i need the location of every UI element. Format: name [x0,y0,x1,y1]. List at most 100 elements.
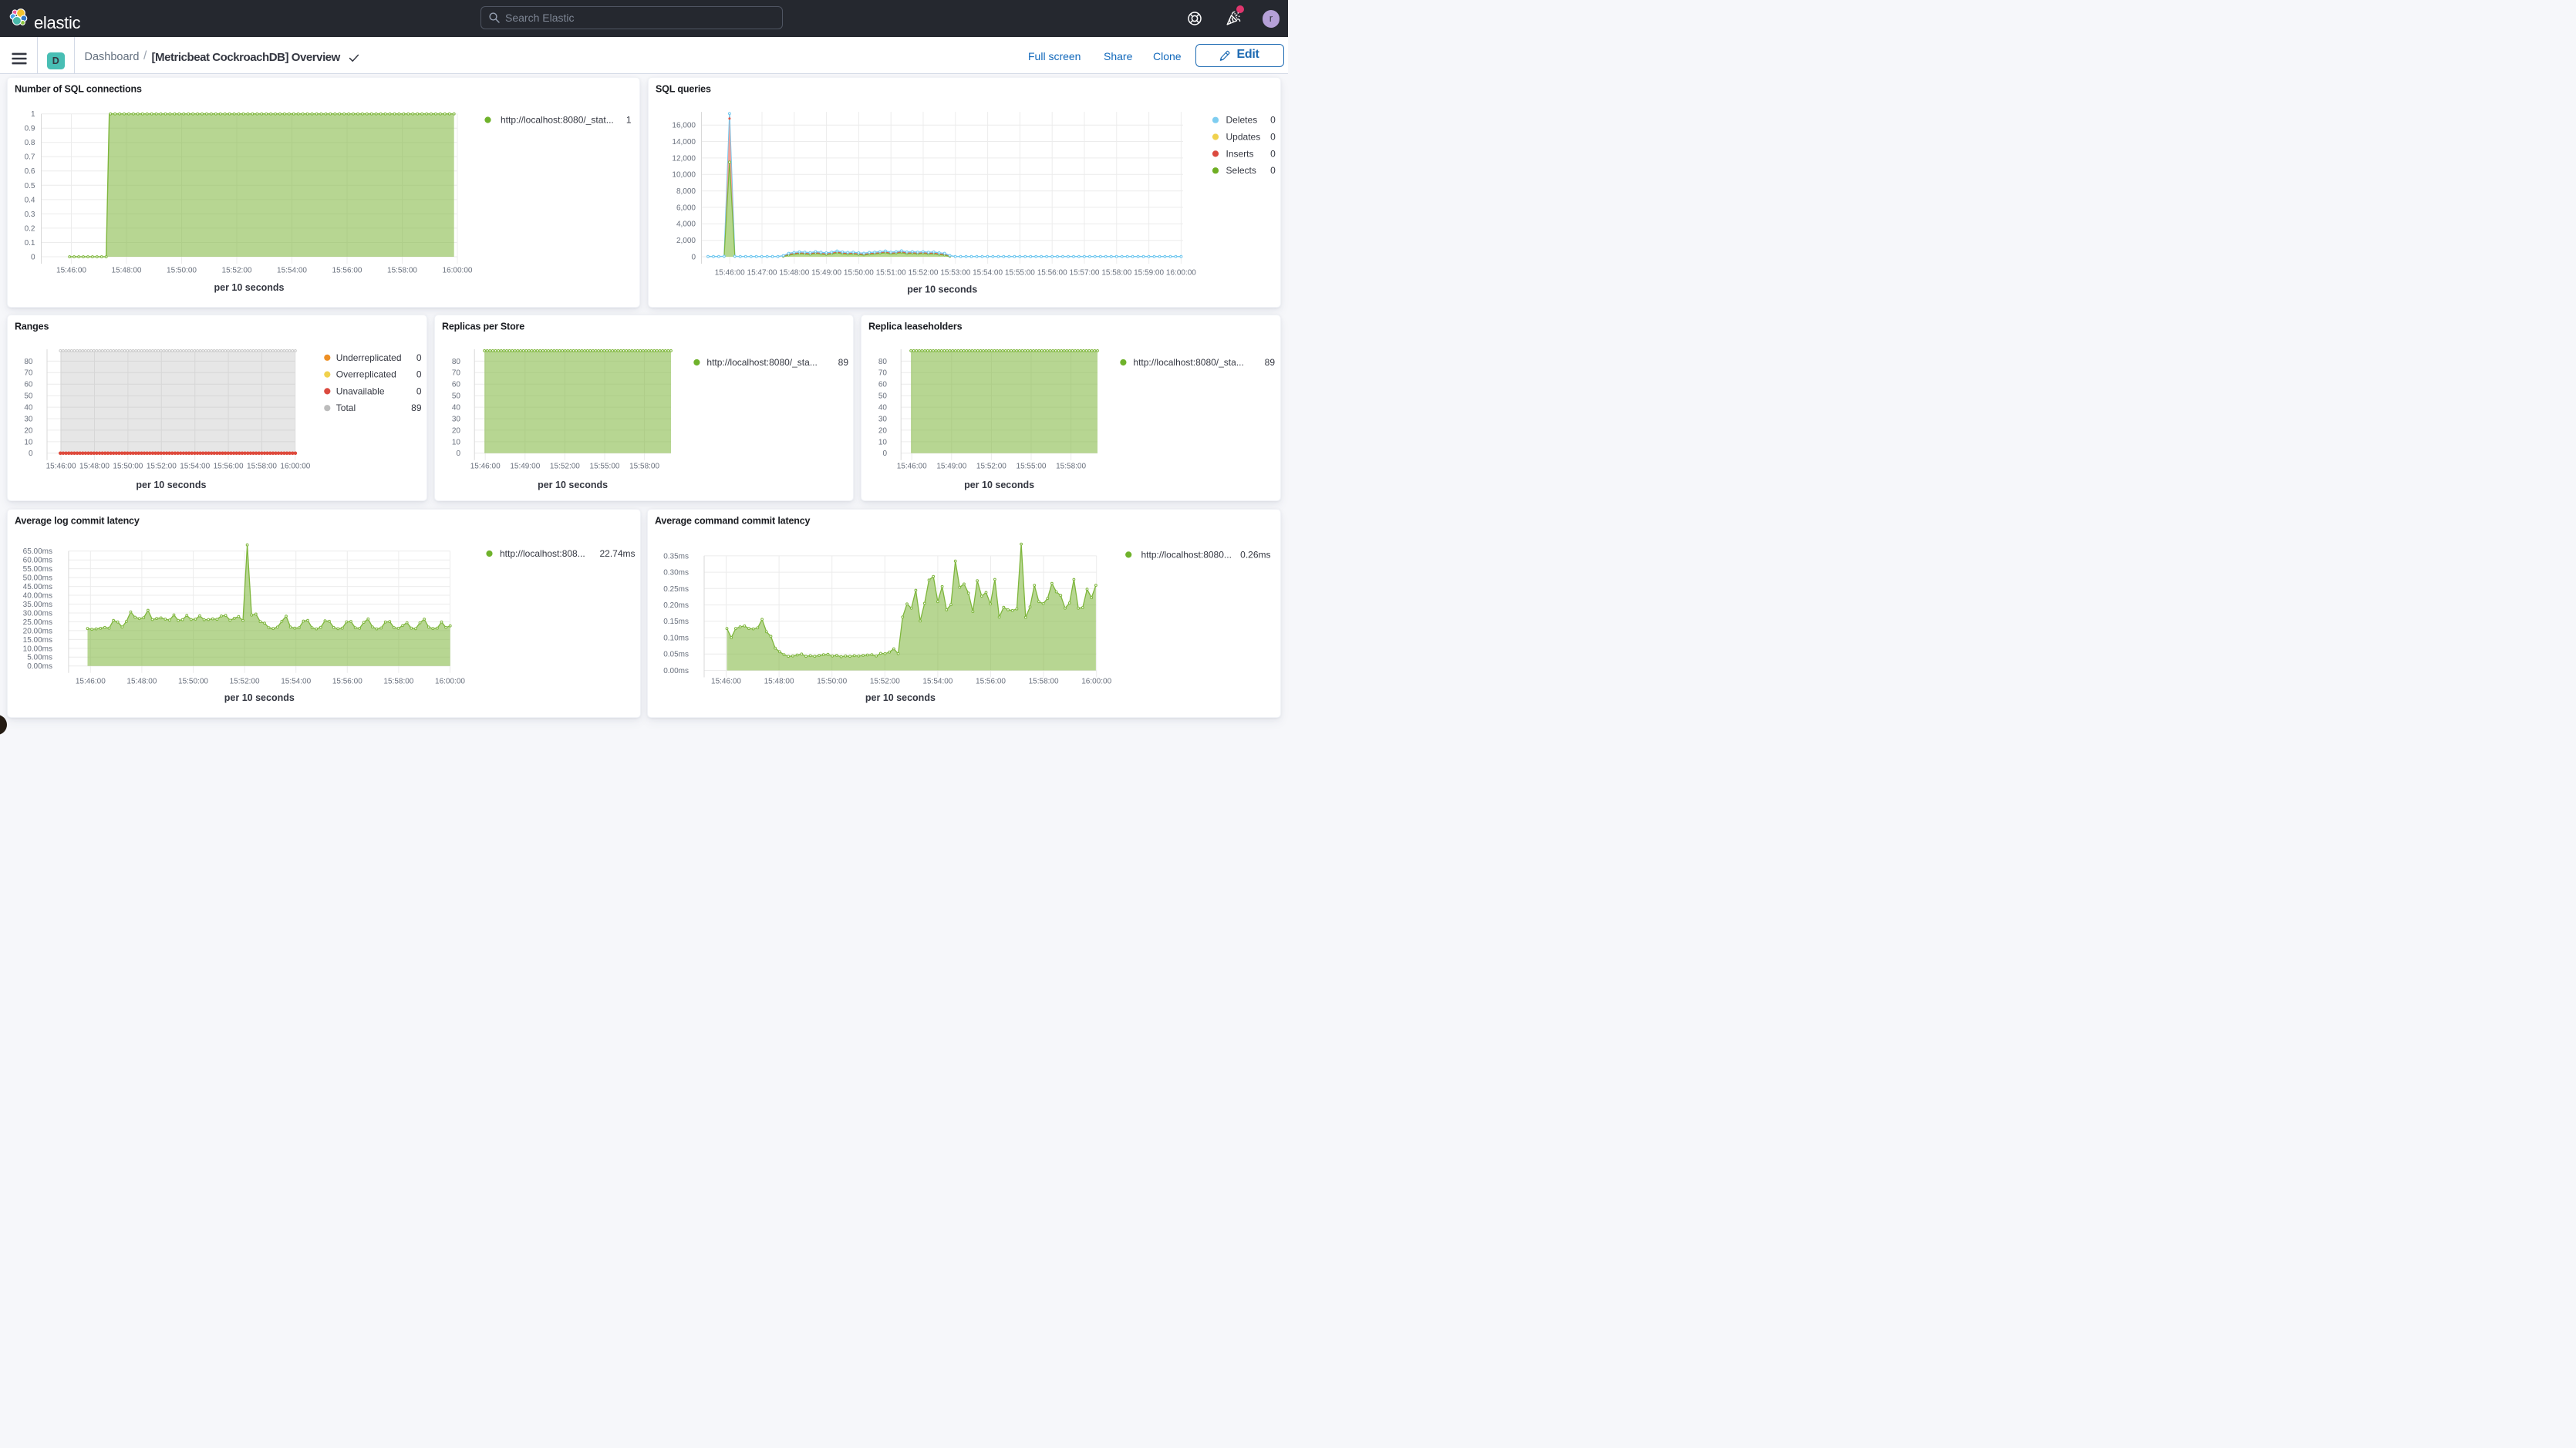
svg-text:Replica leaseholders: Replica leaseholders [868,321,963,332]
svg-text:15:48:00: 15:48:00 [111,266,141,274]
svg-text:0: 0 [1270,114,1276,125]
svg-text:16:00:00: 16:00:00 [435,677,465,685]
svg-text:15:52:00: 15:52:00 [549,462,579,470]
svg-text:0.20ms: 0.20ms [663,601,689,610]
svg-text:60: 60 [451,380,460,389]
svg-text:per 10 seconds: per 10 seconds [538,480,608,490]
svg-text:per 10 seconds: per 10 seconds [224,692,294,703]
svg-text:15:56:00: 15:56:00 [976,677,1006,685]
svg-text:20.00ms: 20.00ms [22,627,52,635]
svg-text:15.00ms: 15.00ms [22,636,52,645]
svg-text:25.00ms: 25.00ms [22,618,52,627]
svg-text:5.00ms: 5.00ms [27,654,52,662]
svg-text:80: 80 [451,357,460,365]
svg-text:4,000: 4,000 [676,220,695,228]
svg-text:1: 1 [625,114,631,125]
svg-text:0.00ms: 0.00ms [27,662,52,671]
svg-text:40: 40 [24,403,33,412]
svg-text:16:00:00: 16:00:00 [442,266,472,274]
svg-text:55.00ms: 55.00ms [22,565,52,574]
svg-text:8,000: 8,000 [676,187,695,196]
svg-text:0: 0 [30,253,35,261]
svg-text:15:51:00: 15:51:00 [875,268,905,277]
svg-text:89: 89 [411,402,422,413]
svg-text:15:52:00: 15:52:00 [146,462,176,470]
svg-text:15:52:00: 15:52:00 [221,266,251,274]
svg-text:15:52:00: 15:52:00 [869,677,899,685]
svg-text:40: 40 [451,403,460,412]
svg-text:0: 0 [1270,148,1276,159]
svg-text:0: 0 [416,369,421,379]
svg-text:16:00:00: 16:00:00 [1165,268,1195,277]
svg-text:20: 20 [24,426,33,435]
svg-text:0.6: 0.6 [24,167,35,176]
svg-text:15:56:00: 15:56:00 [332,677,362,685]
svg-text:30: 30 [24,415,33,423]
svg-text:Number of SQL connections: Number of SQL connections [15,83,142,94]
svg-text:15:46:00: 15:46:00 [75,677,105,685]
svg-text:0.35ms: 0.35ms [663,552,689,561]
svg-text:0.26ms: 0.26ms [1240,549,1270,560]
svg-text:http://localhost:808...: http://localhost:808... [500,548,585,559]
svg-text:20: 20 [451,426,460,435]
svg-text:15:57:00: 15:57:00 [1069,268,1099,277]
svg-text:50: 50 [24,392,33,400]
svg-text:http://localhost:8080/_sta...: http://localhost:8080/_sta... [1133,357,1243,368]
svg-text:80: 80 [878,357,887,365]
svg-text:15:58:00: 15:58:00 [629,462,659,470]
svg-text:89: 89 [838,357,848,368]
svg-text:per 10 seconds: per 10 seconds [136,480,206,490]
svg-text:15:48:00: 15:48:00 [764,677,794,685]
svg-text:40.00ms: 40.00ms [22,591,52,600]
svg-text:15:58:00: 15:58:00 [387,266,417,274]
svg-text:15:50:00: 15:50:00 [843,268,873,277]
svg-text:0.9: 0.9 [24,124,35,133]
svg-text:0: 0 [416,352,421,362]
svg-text:14,000: 14,000 [672,137,696,146]
svg-text:15:58:00: 15:58:00 [383,677,413,685]
svg-text:0: 0 [1270,131,1276,142]
svg-text:Selects: Selects [1226,165,1256,176]
svg-text:15:55:00: 15:55:00 [589,462,619,470]
svg-text:0.5: 0.5 [24,181,35,190]
svg-text:15:46:00: 15:46:00 [470,462,500,470]
svg-text:0: 0 [691,253,696,261]
svg-text:15:46:00: 15:46:00 [896,462,926,470]
svg-text:15:48:00: 15:48:00 [126,677,157,685]
svg-text:Average log commit latency: Average log commit latency [15,516,140,527]
svg-text:15:49:00: 15:49:00 [811,268,841,277]
svg-text:30.00ms: 30.00ms [22,609,52,618]
svg-text:http://localhost:8080/_stat...: http://localhost:8080/_stat... [501,114,614,125]
svg-text:15:58:00: 15:58:00 [1101,268,1131,277]
svg-text:0: 0 [1270,165,1276,176]
svg-text:20: 20 [878,426,887,435]
svg-text:80: 80 [24,357,33,365]
svg-text:40: 40 [878,403,887,412]
svg-text:15:48:00: 15:48:00 [79,462,110,470]
svg-text:15:55:00: 15:55:00 [1004,268,1034,277]
svg-text:0.8: 0.8 [24,139,35,147]
svg-text:60: 60 [878,380,887,389]
svg-text:60: 60 [24,380,33,389]
svg-text:16,000: 16,000 [672,121,696,130]
svg-text:Replicas per Store: Replicas per Store [442,321,524,332]
svg-text:0.10ms: 0.10ms [663,634,689,642]
svg-text:Unavailable: Unavailable [335,386,384,396]
svg-text:0: 0 [882,450,887,458]
svg-text:per 10 seconds: per 10 seconds [964,480,1034,490]
svg-text:50: 50 [451,392,460,400]
svg-text:15:50:00: 15:50:00 [178,677,208,685]
svg-text:0.05ms: 0.05ms [663,651,689,659]
svg-text:15:50:00: 15:50:00 [167,266,197,274]
svg-text:0.30ms: 0.30ms [663,569,689,578]
svg-text:16:00:00: 16:00:00 [1081,677,1111,685]
svg-text:22.74ms: 22.74ms [599,548,635,559]
svg-text:0: 0 [456,450,460,458]
svg-text:15:58:00: 15:58:00 [1056,462,1086,470]
svg-text:10: 10 [878,438,887,446]
svg-text:per 10 seconds: per 10 seconds [865,692,935,703]
svg-text:6,000: 6,000 [676,204,695,212]
svg-text:16:00:00: 16:00:00 [280,462,310,470]
svg-text:15:49:00: 15:49:00 [936,462,966,470]
svg-text:0.1: 0.1 [24,238,35,247]
